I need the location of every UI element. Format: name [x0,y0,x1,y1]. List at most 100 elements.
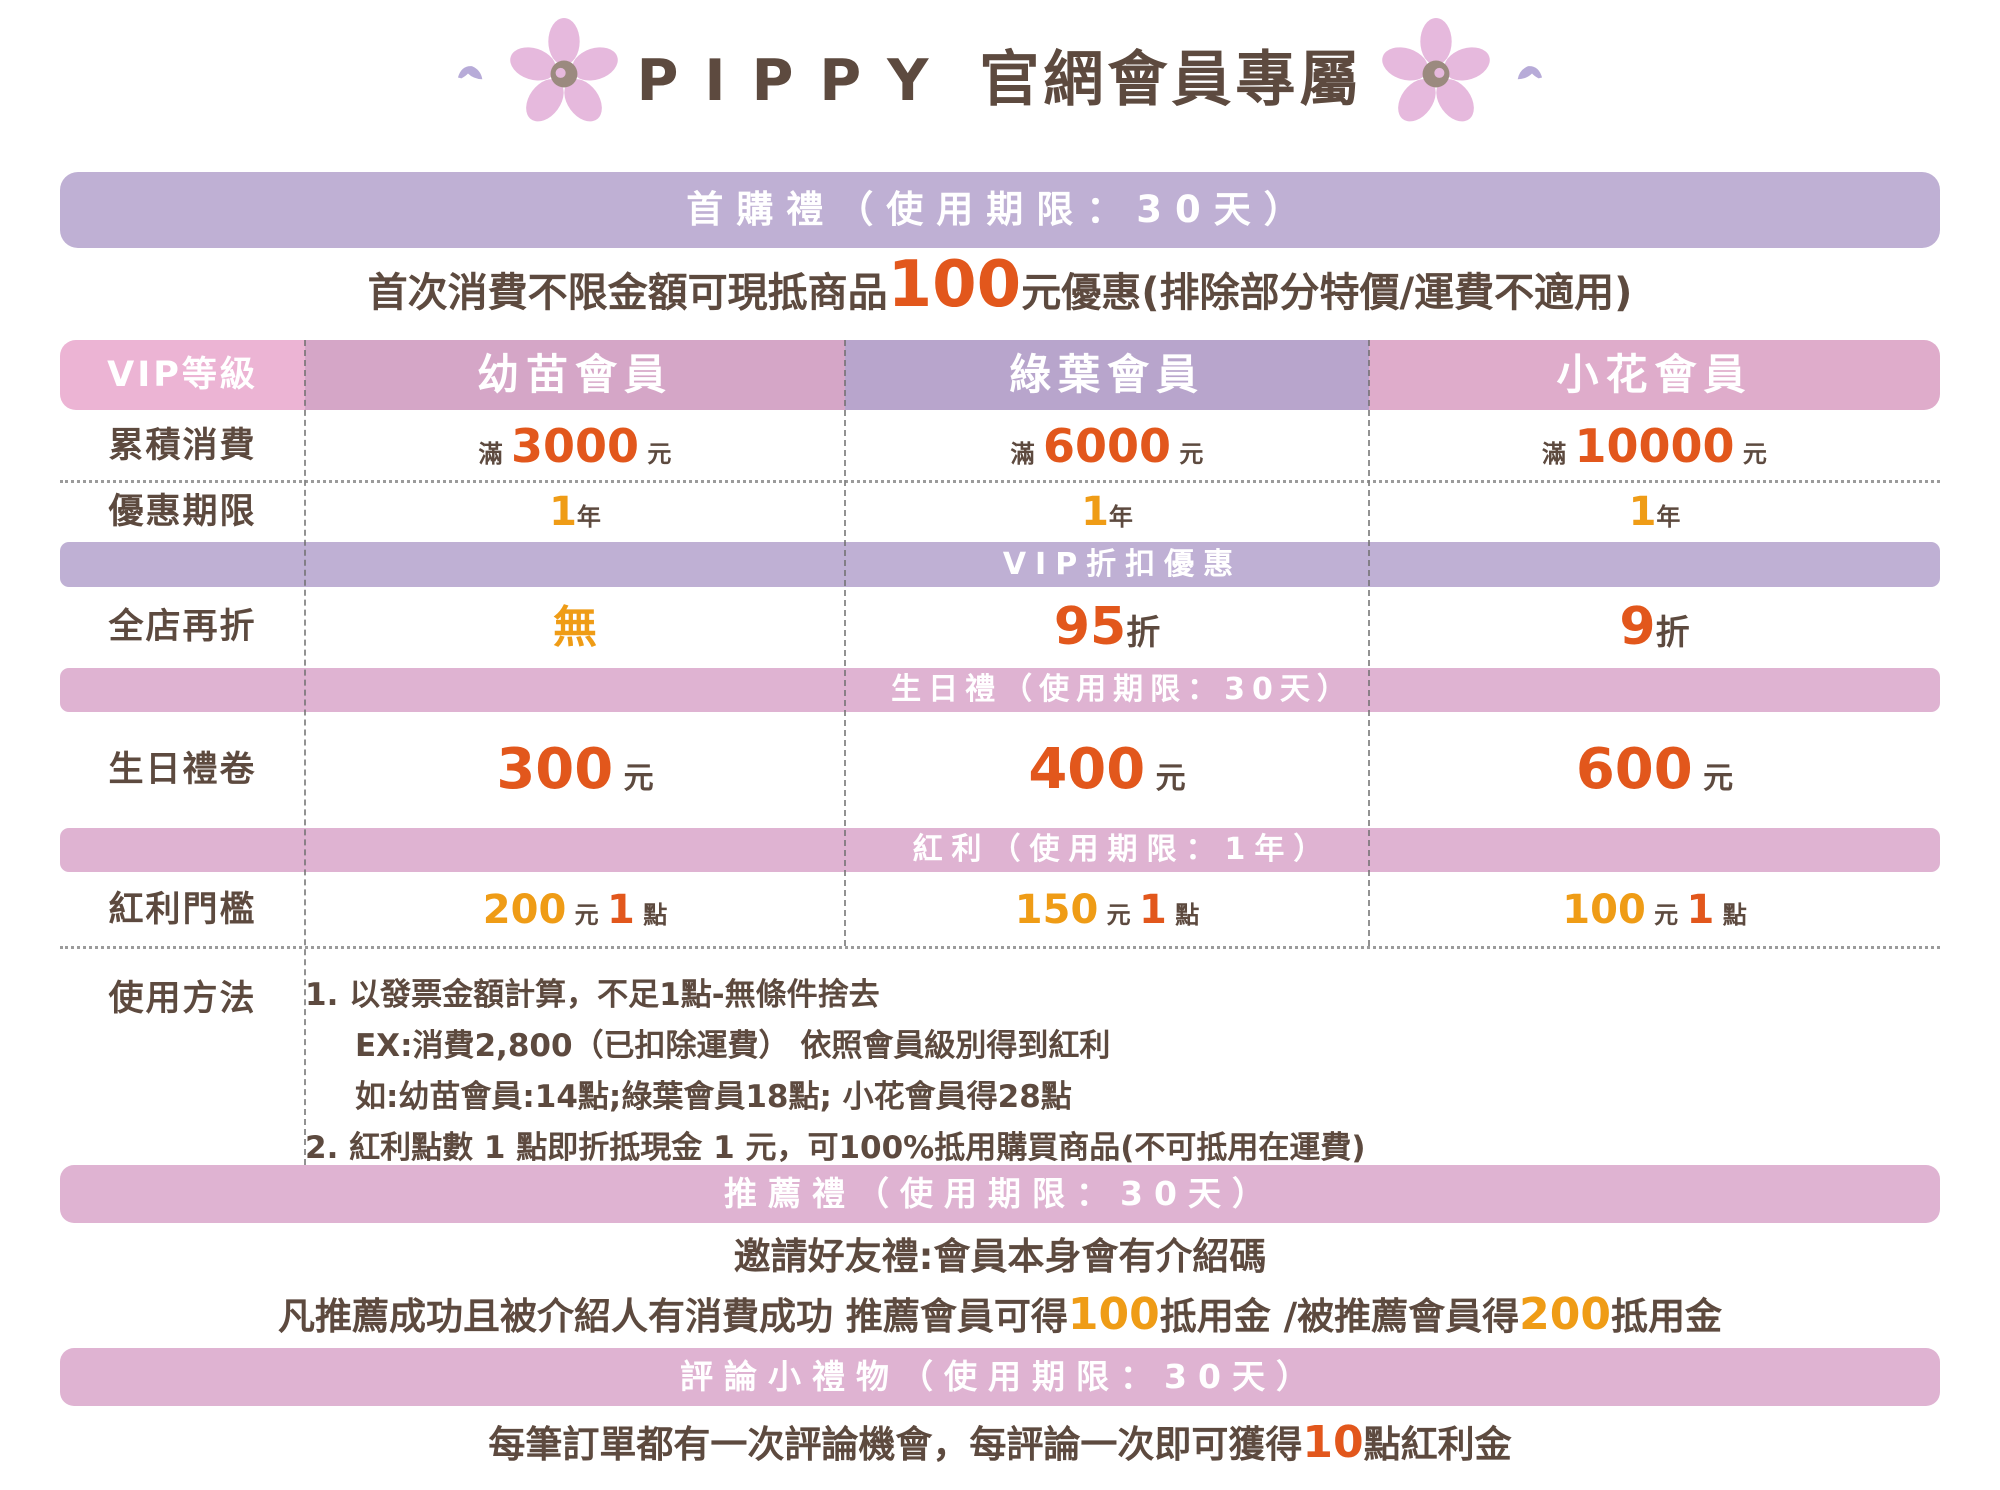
review-gift-banner: 評論小禮物（使用期限：30天） [60,1348,1940,1406]
text-segment: 抵用金 [1611,1295,1722,1338]
referral-detail-line: 凡推薦成功且被介紹人有消費成功 推薦會員可得100抵用金 /被推薦會員得200抵… [60,1288,1940,1342]
text-segment: 無 [553,602,597,653]
row-label: 紅利門檻 [108,890,257,930]
period-cell-seedling: 1年 [305,482,845,550]
row-birthday-voucher: 生日禮卷 300 元 400 元 600 元 [60,712,1940,828]
text-segment: 每筆訂單都有一次評論機會，每評論一次即可獲得 [488,1423,1303,1466]
text-segment: 元 [613,761,654,796]
period-cell-greenleaf: 1年 [845,482,1369,550]
period-cell-flower: 1年 [1369,482,1940,550]
column-divider-1 [304,340,306,1165]
text-segment: 年 [576,503,601,531]
row-bonus-threshold: 紅利門檻 200 元 1 點 150 元 1 點 100 元 1 點 [60,872,1940,948]
header-tier-greenleaf: 綠葉會員 [845,340,1369,410]
text-segment: 100 [1067,1289,1160,1340]
text-segment: 200 [482,887,567,933]
text-segment: 元 [1734,440,1767,468]
text-segment: 10 [1302,1417,1364,1468]
row-benefit-period: 優惠期限 1年 1年 1年 [60,482,1940,542]
first-purchase-banner-text: 首購禮（使用期限：30天） [686,188,1314,231]
text-segment: 點 [1714,901,1747,929]
page-title-cjk: 官網會員專屬 [954,44,1364,115]
page-title: PIPPY 官網會員專屬 [637,31,1364,118]
text-segment: 元 [1692,761,1734,796]
vip-table-header-row: VIP等級 幼苗會員 綠葉會員 小花會員 [60,340,1940,410]
page-title-latin: PIPPY [636,47,955,114]
text-segment: 年 [1108,503,1133,531]
sakura-flower-right-icon [1382,18,1491,122]
usage-line-4: 2. 紅利點數 1 點即折抵現金 1 元，可100%抵用購買商品(不可抵用在運費… [305,1130,1366,1166]
text-segment: 滿 [1542,440,1575,468]
text-segment: 400 [1028,737,1146,802]
vip-discount-banner: VIP折扣優惠 [60,542,1940,587]
first-purchase-description: 首次消費不限金額可現抵商品100元優惠(排除部分特價/運費不適用) [60,250,1940,320]
row-label: 累積消費 [108,426,257,466]
text-segment: 300 [496,737,614,802]
text-segment: 95 [1053,597,1127,657]
text-segment: 元 [1171,440,1204,468]
text-segment: 點 [634,901,668,929]
text-segment: 1 [607,887,635,933]
bonus-points-banner-text: 紅利（使用期限：1年） [912,832,1333,867]
header-tier-seedling: 幼苗會員 [305,340,845,410]
text-segment: 元 [1645,901,1687,929]
row-label: 優惠期限 [108,492,257,532]
text-segment: 1 [1081,489,1109,535]
text-segment: 100 [1562,887,1646,933]
text-segment: 點紅利金 [1363,1423,1512,1466]
bonus-cell-seedling: 200 元 1 點 [305,872,845,956]
text-segment: 元 [1145,761,1186,796]
birthday-gift-banner-text: 生日禮（使用期限：30天） [891,672,1354,707]
referral-gift-banner-text: 推薦禮（使用期限：30天） [724,1174,1276,1213]
text-segment: 首次消費不限金額可現抵商品 [367,270,888,316]
text-segment: 600 [1575,737,1693,802]
leaf-sprig-right-icon [1518,66,1543,80]
text-segment: 年 [1656,503,1681,531]
header-vip-level: VIP等級 [60,340,305,410]
text-segment: 1 [1628,489,1657,535]
review-gift-banner-text: 評論小禮物（使用期限：30天） [680,1357,1320,1396]
bonus-points-banner: 紅利（使用期限：1年） [60,828,1940,872]
title-row: PIPPY 官網會員專屬 [0,18,2000,130]
row-accumulated-spend: 累積消費 滿 3000 元 滿 6000 元 滿 10000 元 [60,410,1940,482]
text-segment: 元優惠(排除部分特價/運費不適用) [1021,270,1633,316]
bonus-cell-greenleaf: 150 元 1 點 [845,872,1369,956]
sakura-flower-left-icon [509,18,618,122]
spend-cell-greenleaf: 滿 6000 元 [845,410,1369,493]
birthday-cell-greenleaf: 400 元 [845,712,1369,841]
discount-cell-flower: 9折 [1369,587,1940,679]
usage-instructions-body: 1. 以發票金額計算，不足1點-無條件捨去 EX:消費2,800（已扣除運費） … [305,948,1940,1174]
usage-line-3: 如:幼苗會員:14點;綠葉會員18點; 小花會員得28點 [355,1079,1072,1115]
birthday-gift-banner: 生日禮（使用期限：30天） [60,668,1940,712]
birthday-cell-flower: 600 元 [1369,712,1940,841]
text-segment: 9 [1619,597,1656,657]
text-segment: 3000 [510,419,640,473]
row-label: 全店再折 [108,607,257,647]
text-segment: 1 [1139,887,1167,933]
discount-cell-seedling: 無 [305,587,845,679]
bonus-cell-flower: 100 元 1 點 [1369,872,1940,956]
text-segment: 6000 [1042,419,1172,473]
usage-line-2: EX:消費2,800（已扣除運費） 依照會員級別得到紅利 [355,1028,1111,1064]
row-store-discount: 全店再折 無 95折 9折 [60,587,1940,668]
column-divider-2 [844,340,846,946]
invite-friends-line: 邀請好友禮:會員本身會有介紹碼 [733,1235,1267,1278]
text-segment: 折 [1655,613,1690,653]
text-segment: 100 [887,248,1022,322]
row-usage-instructions: 使用方法 1. 以發票金額計算，不足1點-無條件捨去 EX:消費2,800（已扣… [60,948,1940,1166]
referral-gift-banner: 推薦禮（使用期限：30天） [60,1165,1940,1223]
discount-cell-greenleaf: 95折 [845,587,1369,679]
vip-discount-banner-text: VIP折扣優惠 [1002,547,1243,582]
text-segment: 抵用金 /被推薦會員得 [1159,1295,1520,1338]
text-segment: 元 [566,901,607,929]
text-segment: 凡推薦成功且被介紹人有消費成功 推薦會員可得 [277,1295,1068,1338]
spend-cell-flower: 滿 10000 元 [1369,410,1940,493]
text-segment: 點 [1166,901,1200,929]
row-label: 使用方法 [108,979,257,1019]
text-segment: 元 [1098,901,1139,929]
text-segment: 滿 [1010,440,1043,468]
column-divider-3 [1368,340,1370,946]
row-divider-2 [60,946,1940,949]
text-segment: 1 [1686,887,1715,933]
